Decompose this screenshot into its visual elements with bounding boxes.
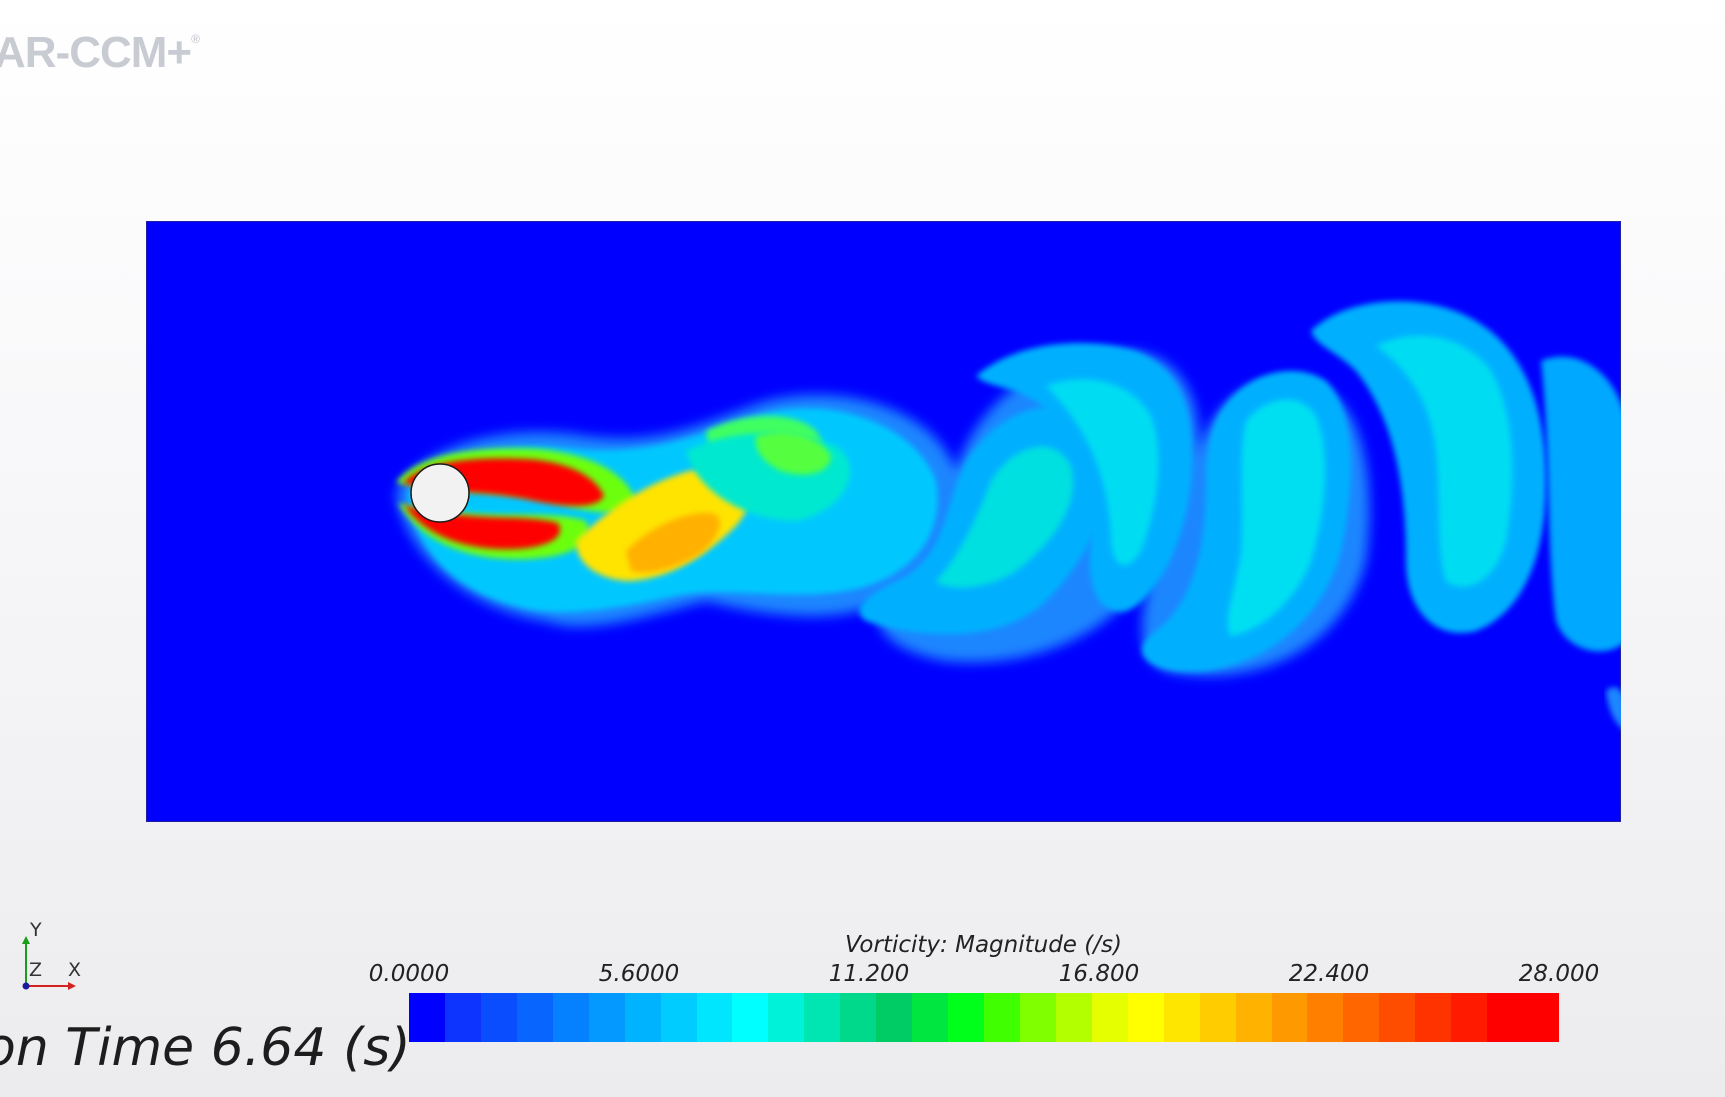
vortex-upper-1-core bbox=[1046, 379, 1159, 566]
colorbar-cell bbox=[1091, 993, 1128, 1042]
triad-y-arrow bbox=[22, 936, 30, 944]
wake-green-core bbox=[755, 432, 831, 475]
colorbar-cell bbox=[1163, 993, 1200, 1042]
triad-y-label: Y bbox=[29, 919, 42, 941]
colorbar-cell bbox=[1019, 993, 1056, 1042]
colorbar-cell bbox=[984, 993, 1020, 1042]
colorbar-cell bbox=[1487, 993, 1524, 1042]
vortex-third-row-small bbox=[1606, 687, 1621, 728]
cylinder[interactable] bbox=[410, 463, 470, 523]
triad-z-label: Z bbox=[29, 959, 42, 981]
colorbar-cell bbox=[1415, 993, 1452, 1042]
colorbar-cell bbox=[732, 993, 769, 1042]
colorbar-cell bbox=[1307, 993, 1344, 1042]
colorbar-cell bbox=[696, 993, 733, 1042]
colorbar-cell bbox=[876, 993, 913, 1042]
colorbar-cell bbox=[480, 993, 517, 1042]
colorbar-cell bbox=[948, 993, 984, 1042]
legend-tick: 22.400 bbox=[1288, 961, 1370, 987]
colorbar-cell bbox=[624, 993, 661, 1042]
colorbar-cell bbox=[804, 993, 841, 1042]
vortex-lower-2-core bbox=[1227, 399, 1326, 636]
triad-z-dot bbox=[22, 982, 30, 990]
vortex-lower-1-core bbox=[936, 446, 1074, 588]
colorbar-cell bbox=[516, 993, 553, 1042]
colorbar-cell bbox=[1343, 993, 1380, 1042]
legend-tick: 0.0000 bbox=[368, 961, 450, 987]
colorbar-cell bbox=[588, 993, 625, 1042]
brand-logo: AR-CCM+® bbox=[0, 28, 200, 78]
colorbar-cell bbox=[1199, 993, 1236, 1042]
wake-orange-core bbox=[626, 512, 720, 573]
vorticity-contour-viewport[interactable] bbox=[146, 221, 1621, 822]
colorbar-cell bbox=[1379, 993, 1416, 1042]
colorbar-cell bbox=[768, 993, 805, 1042]
colorbar-cell bbox=[1271, 993, 1308, 1042]
legend-tick: 5.6000 bbox=[598, 961, 680, 987]
vortex-upper-2-core bbox=[1376, 335, 1513, 587]
colorbar-cell bbox=[840, 993, 877, 1042]
colorbar-cell bbox=[1523, 993, 1559, 1042]
wake-yellow-lobe bbox=[576, 466, 752, 581]
triad-x-label: X bbox=[68, 959, 81, 981]
colorbar-cell bbox=[409, 993, 445, 1042]
colorbar-cell bbox=[1055, 993, 1092, 1042]
brand-text: AR-CCM+ bbox=[0, 28, 192, 77]
legend-tick: 28.000 bbox=[1518, 961, 1600, 987]
legend-colorbar bbox=[409, 993, 1559, 1042]
axis-triad: Y Z X bbox=[10, 918, 90, 998]
legend-tick: 11.200 bbox=[828, 961, 910, 987]
colorbar-cell bbox=[1451, 993, 1488, 1042]
colorbar-cell bbox=[912, 993, 949, 1042]
simulation-time-readout: on Time 6.64 (s) bbox=[0, 1018, 411, 1078]
colorbar-cell bbox=[1235, 993, 1272, 1042]
colorbar-cell bbox=[660, 993, 697, 1042]
colorbar-cell bbox=[444, 993, 481, 1042]
vortex-edge-fragment bbox=[1541, 356, 1621, 652]
registered-mark: ® bbox=[191, 32, 200, 46]
triad-x-arrow bbox=[68, 982, 76, 990]
colorbar-cell bbox=[1127, 993, 1164, 1042]
legend-title: Vorticity: Magnitude (/s) bbox=[845, 932, 1122, 958]
legend-tick: 16.800 bbox=[1058, 961, 1140, 987]
colorbar-cell bbox=[552, 993, 589, 1042]
